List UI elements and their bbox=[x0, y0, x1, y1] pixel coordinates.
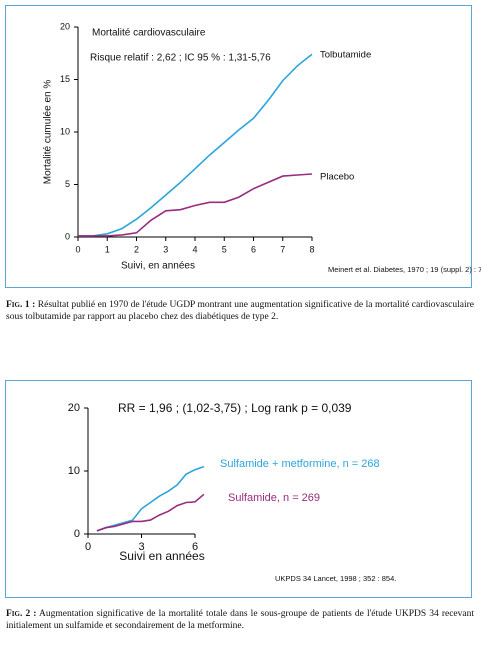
y-tick-label: 10 bbox=[68, 465, 80, 477]
source: Meinert et al. Diabetes, 1970 ; 19 (supp… bbox=[328, 265, 481, 274]
y-tick-label: 20 bbox=[68, 402, 80, 414]
source: UKPDS 34 Lancet, 1998 ; 352 : 854. bbox=[275, 574, 396, 583]
x-tick-label: 2 bbox=[134, 244, 139, 254]
series-line bbox=[96, 493, 205, 532]
figure-frame bbox=[5, 380, 472, 598]
legend-label: Sulfamide + metformine, n = 268 bbox=[220, 458, 380, 470]
y-tick-label: 15 bbox=[60, 74, 70, 84]
caption-text: Résultat publié en 1970 de l'étude UGDP … bbox=[6, 300, 475, 322]
series-line bbox=[78, 53, 313, 237]
y-tick-label: 20 bbox=[60, 21, 70, 31]
caption-label: Fig. 1 : bbox=[6, 300, 36, 310]
x-tick-label: 5 bbox=[222, 244, 227, 254]
caption: Fig. 2 : Augmentation significative de l… bbox=[6, 608, 474, 632]
x-tick-label: 8 bbox=[309, 244, 314, 254]
x-tick-label: 7 bbox=[280, 244, 285, 254]
legend-label: Sulfamide, n = 269 bbox=[228, 492, 320, 504]
y-tick-label: 10 bbox=[60, 126, 70, 136]
x-tick-label: 3 bbox=[163, 244, 168, 254]
y-tick-label: 0 bbox=[74, 528, 80, 540]
annotation: Risque relatif : 2,62 ; IC 95 % : 1,31-5… bbox=[90, 53, 271, 64]
x-tick-label: 1 bbox=[105, 244, 110, 254]
x-tick-label: 6 bbox=[192, 541, 198, 553]
y-axis-label: Mortalité cumulée en % bbox=[43, 80, 54, 185]
annotation: RR = 1,96 ; (1,02-3,75) ; Log rank p = 0… bbox=[118, 401, 352, 415]
legend-label: Tolbutamide bbox=[320, 50, 371, 61]
y-tick-label: 5 bbox=[65, 179, 70, 189]
caption-label: Fig. 2 : bbox=[6, 609, 37, 619]
x-tick-label: 6 bbox=[251, 244, 256, 254]
figure-frame bbox=[5, 5, 472, 288]
x-axis-label: Suivi en années bbox=[119, 549, 204, 563]
series-line bbox=[96, 465, 205, 532]
caption-text: Augmentation significative de la mortali… bbox=[6, 609, 474, 631]
caption: Fig. 1 : Résultat publié en 1970 de l'ét… bbox=[6, 299, 474, 323]
y-tick-label: 0 bbox=[65, 231, 70, 241]
x-tick-label: 0 bbox=[85, 541, 91, 553]
x-axis-label: Suivi, en années bbox=[121, 261, 195, 272]
legend-label: Placebo bbox=[320, 172, 354, 183]
series-line bbox=[78, 173, 313, 237]
chart-title: Mortalité cardiovasculaire bbox=[92, 28, 206, 39]
x-tick-label: 4 bbox=[192, 244, 197, 254]
x-tick-label: 3 bbox=[138, 541, 144, 553]
x-tick-label: 0 bbox=[75, 244, 80, 254]
